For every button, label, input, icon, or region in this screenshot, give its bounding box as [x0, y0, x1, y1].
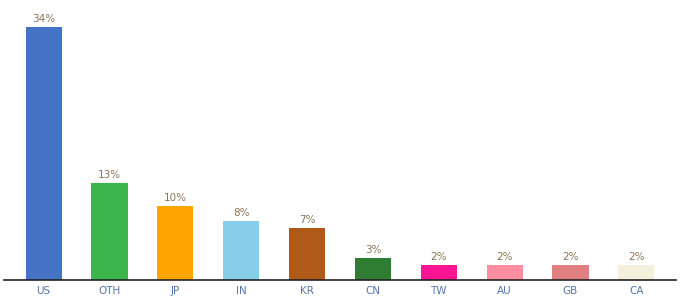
Text: 34%: 34%	[32, 14, 55, 24]
Text: 10%: 10%	[164, 193, 187, 203]
Text: 2%: 2%	[628, 252, 645, 262]
Bar	[157, 206, 194, 280]
Text: 3%: 3%	[364, 245, 381, 255]
Bar	[421, 266, 457, 280]
Bar	[91, 183, 128, 280]
Text: 7%: 7%	[299, 215, 316, 225]
Text: 2%: 2%	[430, 252, 447, 262]
Text: 2%: 2%	[562, 252, 579, 262]
Bar	[26, 27, 62, 280]
Bar	[289, 228, 325, 280]
Bar	[618, 266, 654, 280]
Bar	[486, 266, 523, 280]
Text: 2%: 2%	[496, 252, 513, 262]
Text: 13%: 13%	[98, 170, 121, 180]
Text: 8%: 8%	[233, 208, 250, 218]
Bar	[223, 220, 259, 280]
Bar	[552, 266, 589, 280]
Bar	[355, 258, 391, 280]
